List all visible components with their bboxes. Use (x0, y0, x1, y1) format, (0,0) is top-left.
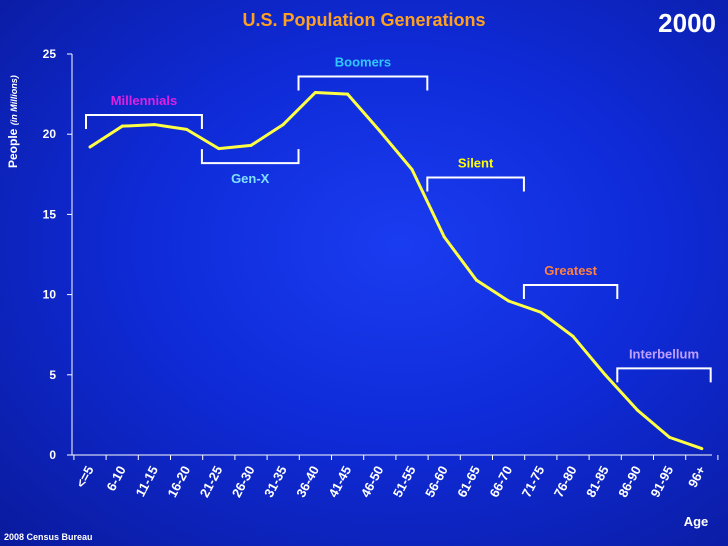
population-series (88, 90, 704, 451)
generation-label: Silent (458, 156, 494, 171)
data-point (507, 299, 511, 303)
bracket-line (522, 283, 619, 299)
data-point (442, 235, 446, 239)
generation-label: Greatest (544, 263, 597, 278)
chart-title: U.S. Population Generations (0, 10, 728, 31)
y-tick-label: 25 (43, 47, 57, 61)
data-point (474, 278, 478, 282)
generation-label: Boomers (335, 54, 391, 69)
data-point (700, 447, 704, 451)
data-point (217, 147, 221, 151)
y-tick-label: 0 (49, 448, 56, 462)
generation-brackets: Millennials Gen-X Boomers Silent Greatest Int… (85, 54, 712, 383)
generation-bracket: Greatest (522, 263, 619, 299)
generation-label: Interbellum (629, 346, 699, 361)
x-tick-label: 41-45 (325, 463, 354, 499)
data-point (668, 435, 672, 439)
data-point (346, 92, 350, 96)
x-tick-label: 51-55 (390, 463, 419, 499)
bracket-line (200, 149, 300, 165)
generation-bracket: Gen-X (200, 149, 300, 186)
x-tick-label: 56-60 (422, 463, 451, 499)
chart-title-text: U.S. Population Generations (242, 10, 486, 30)
y-tick-label: 15 (43, 207, 57, 221)
y-tick-label: 5 (49, 368, 56, 382)
x-tick-label: 61-65 (454, 463, 483, 499)
bracket-line (297, 75, 429, 91)
x-tick-label: 6-10 (103, 463, 128, 493)
source-note: 2008 Census Bureau (4, 532, 93, 542)
x-axis-label: Age (684, 514, 709, 529)
x-tick-label: 96+ (685, 463, 709, 490)
y-tick-label: 10 (43, 288, 57, 302)
generation-bracket: Interbellum (616, 346, 712, 383)
data-point (635, 408, 639, 412)
x-tick-labels: <=5 6-10 11-15 16-20 21-25 26-30 31-35 36-40 41-… (73, 455, 719, 500)
data-point (603, 373, 607, 377)
generation-bracket: Boomers (297, 54, 429, 91)
x-tick-label: 31-35 (261, 463, 290, 499)
generation-bracket: Millennials (85, 93, 203, 129)
generation-bracket: Silent (426, 156, 525, 192)
year-label: 2000 (658, 8, 716, 38)
x-tick-label: 91-95 (647, 463, 676, 499)
axes (71, 54, 712, 456)
x-tick-label: 21-25 (197, 463, 226, 499)
data-point (120, 124, 124, 128)
x-tick-label: 16-20 (164, 463, 193, 499)
data-point (571, 334, 575, 338)
data-point (539, 310, 543, 314)
data-point (281, 123, 285, 127)
data-point (410, 167, 414, 171)
x-tick-label: 11-15 (133, 463, 162, 499)
y-ticks: 0 5 10 15 20 25 (43, 47, 72, 462)
x-tick-label: 36-40 (293, 463, 322, 499)
generation-label: Gen-X (231, 171, 270, 186)
x-tick-label: 71-75 (519, 463, 548, 499)
data-point (185, 127, 189, 131)
series-line (89, 90, 703, 451)
bracket-line (616, 367, 712, 383)
data-point (378, 129, 382, 133)
x-tick-label: 66-70 (486, 463, 515, 499)
y-tick-label: 20 (43, 127, 57, 141)
data-point (152, 123, 156, 127)
x-tick-label: 46-50 (358, 463, 387, 499)
data-point (313, 90, 317, 94)
x-tick-label: 26-30 (229, 463, 258, 499)
data-point (88, 145, 92, 149)
generation-label: Millennials (111, 93, 177, 108)
bracket-line (426, 176, 525, 192)
bracket-line (85, 113, 203, 129)
x-tick-label: 81-85 (583, 463, 612, 499)
x-tick-label: 76-80 (551, 463, 580, 499)
x-tick-label: <=5 (73, 463, 97, 490)
x-tick-label: 86-90 (615, 463, 644, 499)
data-point (249, 143, 253, 147)
